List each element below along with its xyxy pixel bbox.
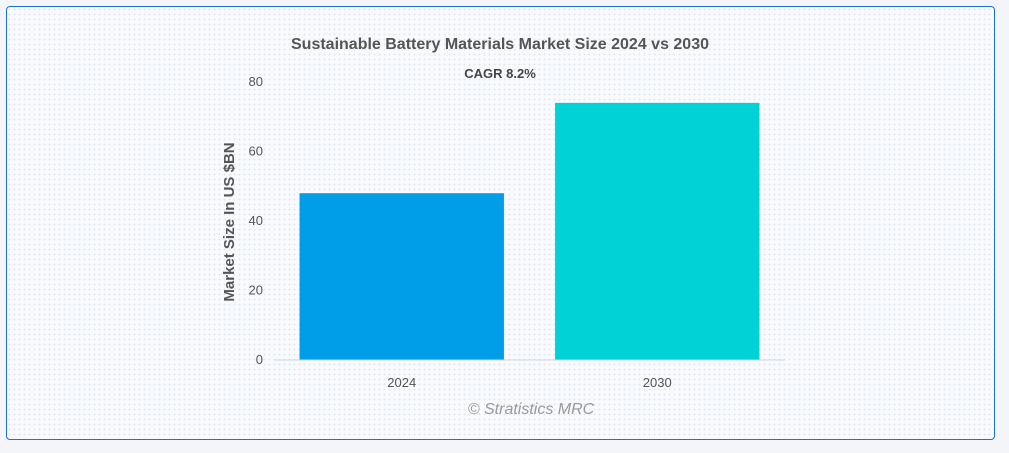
y-axis: 0 20 40 60 80 [249, 74, 263, 367]
x-tick-label: 2030 [643, 375, 672, 390]
chart-title: Sustainable Battery Materials Market Siz… [291, 36, 709, 53]
credit-text: © Stratistics MRC [468, 401, 595, 418]
y-tick-label: 60 [249, 144, 263, 159]
bars-group [299, 102, 760, 360]
y-tick-label: 20 [249, 283, 263, 298]
y-tick-label: 80 [249, 74, 263, 89]
x-tick-label: 2024 [387, 375, 416, 390]
cagr-annotation: CAGR 8.2% [464, 66, 536, 81]
y-tick-label: 40 [249, 213, 263, 228]
y-axis-label: Market Size In US $BN [221, 142, 238, 301]
x-axis: 2024 2030 [387, 375, 671, 390]
y-tick-label: 0 [256, 352, 263, 367]
bar-2024[interactable] [299, 193, 504, 360]
bar-2030[interactable] [555, 102, 760, 360]
